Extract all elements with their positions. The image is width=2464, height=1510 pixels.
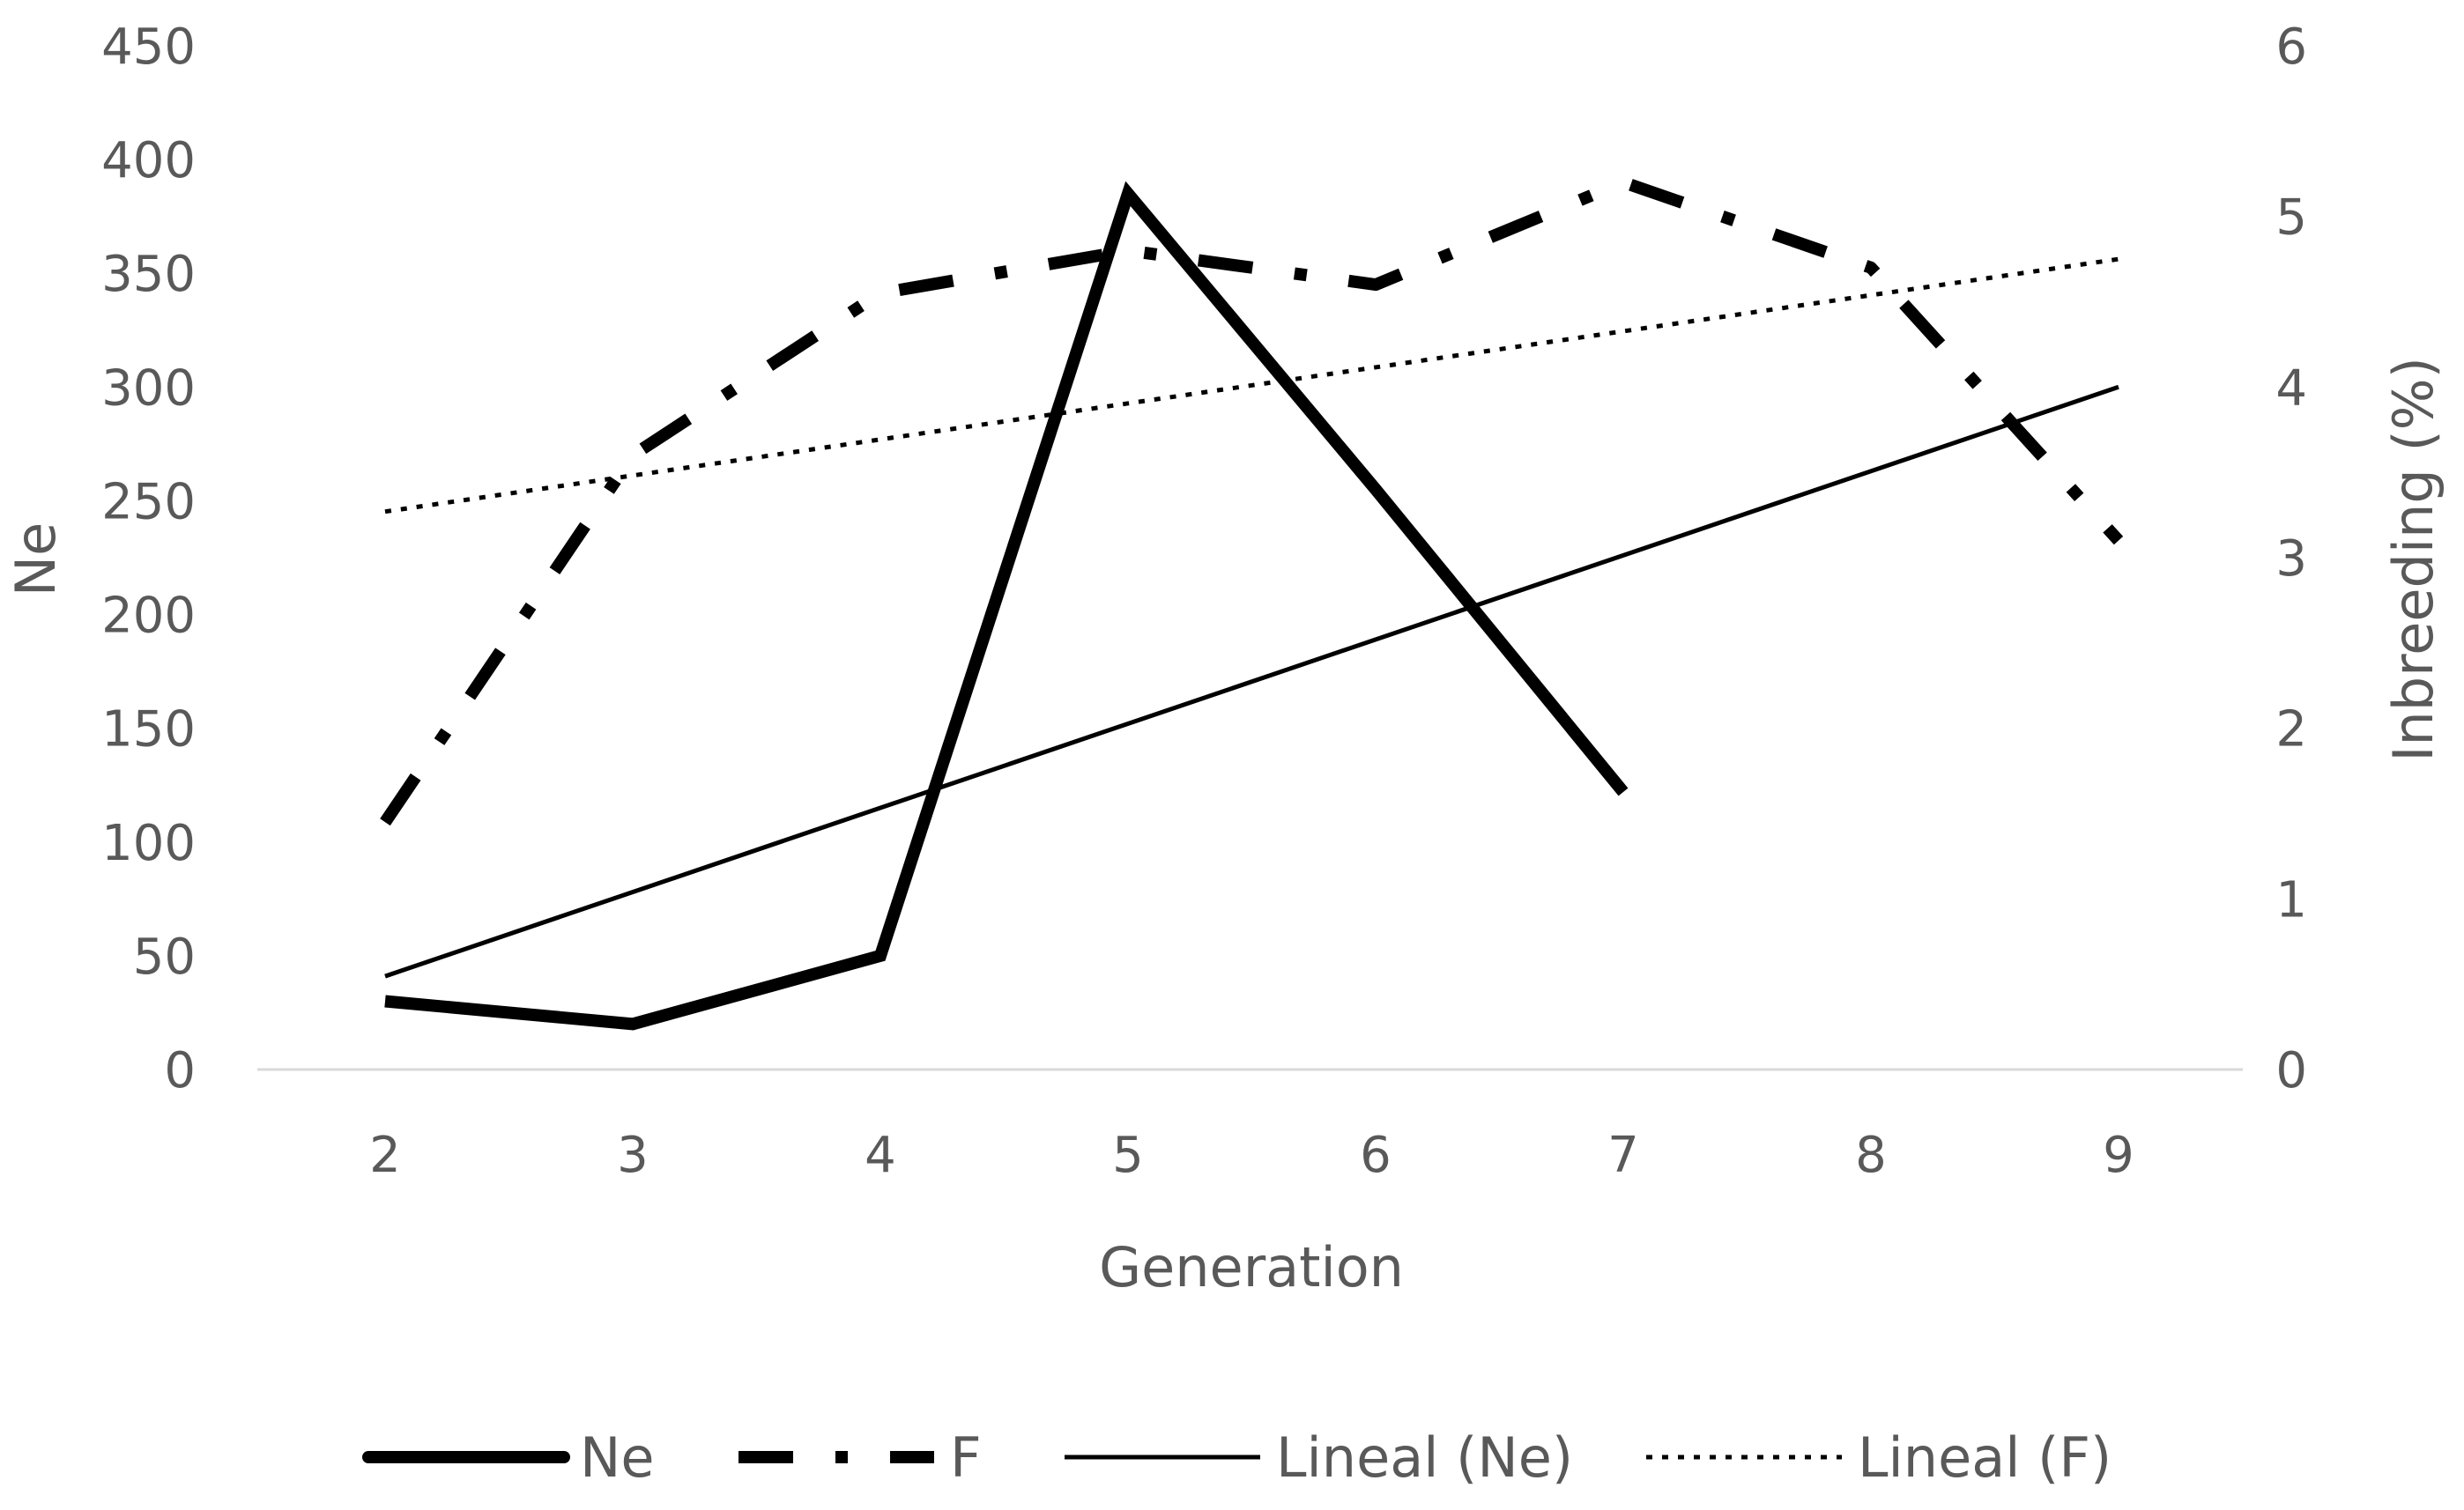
y2-tick-label: 0	[2275, 1042, 2307, 1099]
y-tick-label: 0	[164, 1042, 196, 1099]
y2-tick-label: 6	[2275, 19, 2307, 76]
y-tick-label: 250	[101, 473, 196, 530]
y-axis-title: Ne	[4, 522, 68, 597]
y-tick-label: 100	[101, 815, 196, 872]
y-tick-label: 400	[101, 132, 196, 189]
x-tick-label: 9	[2103, 1127, 2134, 1184]
left-y-axis: 0 50 100 150 200 250 300 350 400 450	[101, 19, 196, 1099]
x-tick-label: 7	[1607, 1127, 1639, 1184]
series-line-ne	[384, 181, 1629, 1031]
x-tick-label: 8	[1855, 1127, 1887, 1184]
y-tick-label: 350	[101, 246, 196, 303]
x-axis: 2 3 4 5 6 7 8 9	[369, 1127, 2134, 1184]
right-y-axis: 0 1 2 3 4 5 6	[2275, 19, 2307, 1099]
series-line-f	[380, 175, 2124, 826]
legend-label: Lineal (F)	[1858, 1425, 2111, 1490]
series-layer	[380, 175, 2124, 1031]
y2-tick-label: 3	[2275, 530, 2307, 588]
legend-label: Lineal (Ne)	[1276, 1425, 1573, 1490]
series-line-lineal-ne	[384, 384, 2119, 979]
x-tick-label: 3	[617, 1127, 649, 1184]
y2-tick-label: 1	[2275, 871, 2307, 929]
legend: Ne F Lineal (Ne) Lineal (F)	[362, 1425, 2111, 1490]
y2-axis-title: Inbreeding (%)	[2381, 357, 2445, 762]
legend-label: Ne	[580, 1425, 655, 1490]
legend-label: F	[950, 1425, 982, 1490]
x-tick-label: 6	[1360, 1127, 1392, 1184]
x-tick-label: 2	[369, 1127, 401, 1184]
y2-tick-label: 2	[2275, 701, 2307, 759]
y-tick-label: 50	[133, 929, 196, 986]
x-tick-label: 5	[1112, 1127, 1144, 1184]
y-tick-label: 150	[101, 701, 196, 759]
x-axis-title: Generation	[1099, 1235, 1404, 1299]
y2-tick-label: 5	[2275, 189, 2307, 247]
x-tick-label: 4	[865, 1127, 896, 1184]
y-tick-label: 450	[101, 19, 196, 76]
series-line-lineal-f	[384, 256, 2119, 514]
y2-tick-label: 4	[2275, 359, 2307, 417]
y-tick-label: 300	[101, 359, 196, 417]
y-tick-label: 200	[101, 588, 196, 645]
